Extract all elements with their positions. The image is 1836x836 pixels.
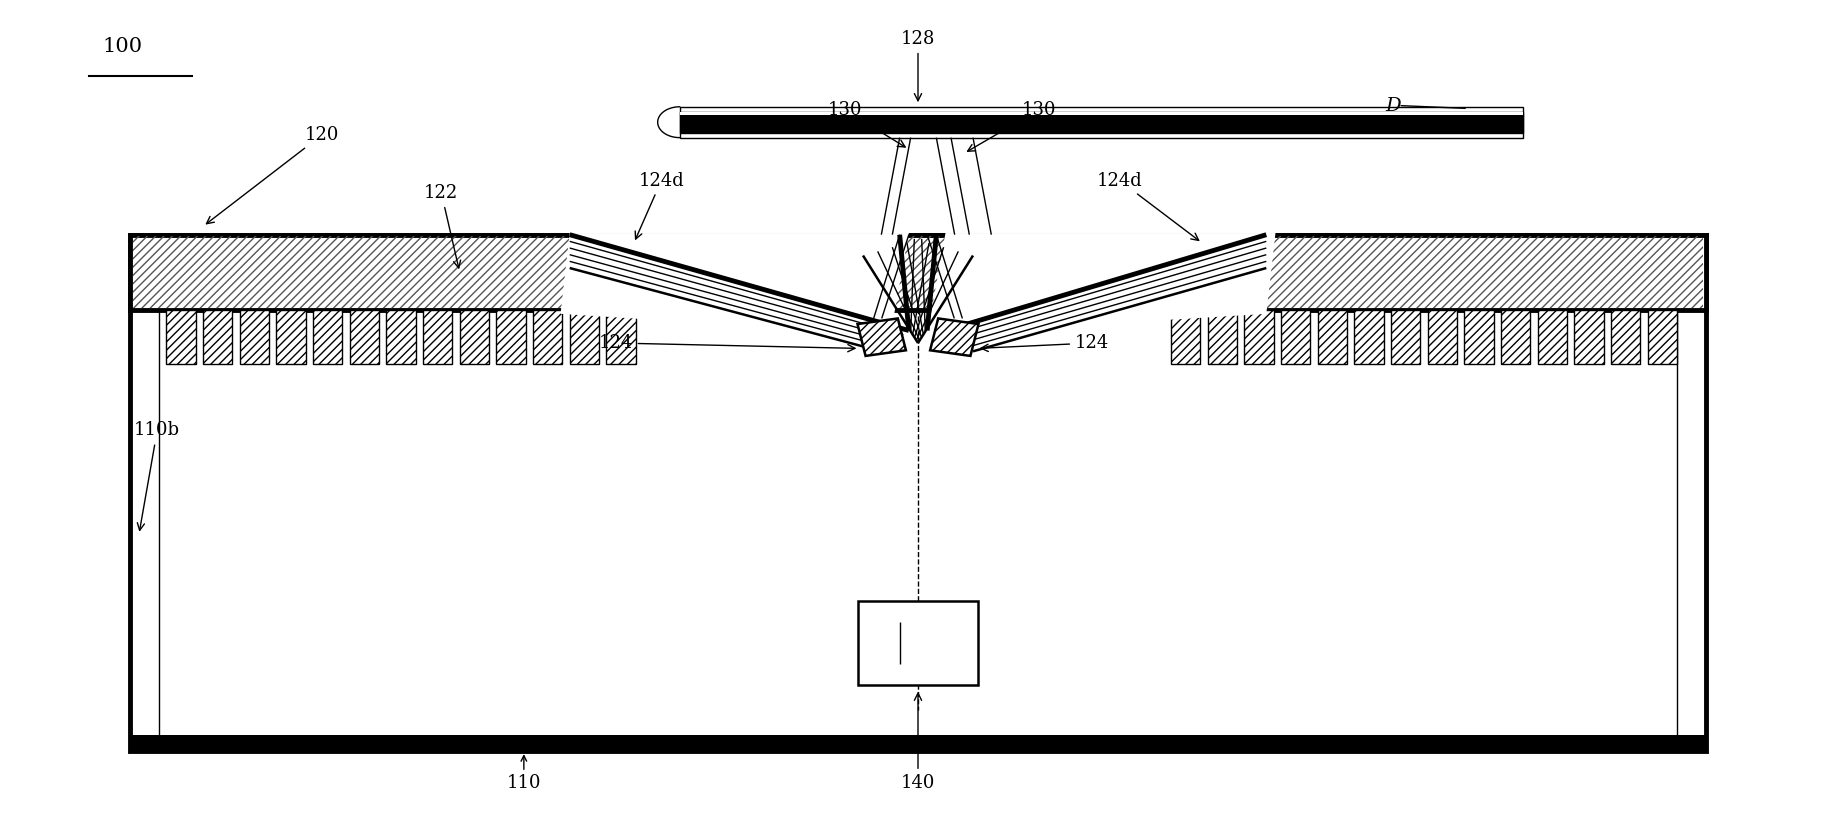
Bar (1282, 309, 1311, 364)
Bar (1465, 309, 1495, 364)
Bar (1428, 309, 1458, 364)
Bar (679, 112, 1524, 115)
Text: 122: 122 (424, 184, 461, 268)
Bar (277, 309, 307, 364)
Text: 120: 120 (206, 125, 340, 224)
Text: 124: 124 (599, 334, 856, 352)
Bar (1318, 309, 1348, 364)
Text: 124d: 124d (1096, 171, 1199, 241)
Bar (130, 735, 1706, 752)
Bar (167, 309, 196, 364)
Bar (422, 309, 452, 364)
Bar (1537, 309, 1566, 364)
Text: 110b: 110b (134, 421, 180, 530)
Bar (859, 601, 977, 685)
Bar (1392, 309, 1421, 364)
Text: D: D (1386, 96, 1401, 115)
Bar (1573, 309, 1603, 364)
Bar (386, 309, 415, 364)
Bar (496, 309, 525, 364)
Bar (1647, 309, 1676, 364)
Bar (1502, 309, 1529, 364)
Text: 140: 140 (901, 693, 935, 792)
Text: 124: 124 (980, 334, 1109, 352)
Bar (1171, 309, 1201, 364)
Bar (134, 237, 1702, 308)
Bar (606, 309, 635, 364)
Polygon shape (560, 233, 909, 334)
Bar (160, 248, 1676, 738)
Bar (679, 107, 1524, 138)
Bar (569, 309, 599, 364)
Text: 110: 110 (507, 774, 542, 792)
Bar (204, 309, 233, 364)
Polygon shape (931, 319, 979, 356)
Bar (1355, 309, 1384, 364)
Bar (241, 309, 270, 364)
Bar (1610, 309, 1640, 364)
Bar (130, 235, 1706, 752)
Bar (130, 235, 1706, 309)
Bar (1208, 309, 1237, 364)
Text: 130: 130 (968, 100, 1056, 151)
Text: 130: 130 (828, 100, 905, 147)
Bar (312, 309, 341, 364)
Bar (1245, 309, 1274, 364)
Polygon shape (927, 233, 1276, 334)
Text: 128: 128 (901, 30, 935, 101)
Bar (349, 309, 378, 364)
Bar (459, 309, 488, 364)
Text: 124d: 124d (635, 171, 685, 239)
Text: 100: 100 (103, 37, 143, 55)
Bar (679, 112, 1524, 133)
Bar (532, 309, 562, 364)
Polygon shape (857, 319, 905, 356)
